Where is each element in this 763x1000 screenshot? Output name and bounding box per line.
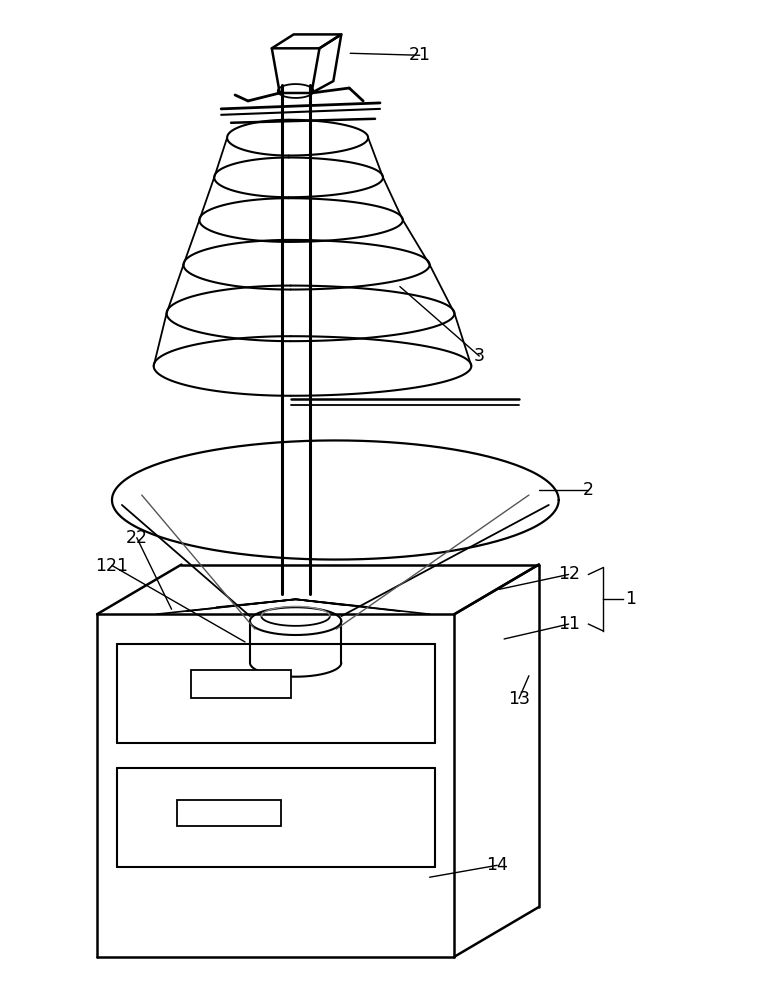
Text: 13: 13 <box>508 690 530 708</box>
Bar <box>192 670 291 698</box>
Text: 21: 21 <box>409 46 431 64</box>
Text: 22: 22 <box>126 529 148 547</box>
Text: 1: 1 <box>625 590 636 608</box>
Text: 121: 121 <box>95 557 128 575</box>
Text: 2: 2 <box>583 481 594 499</box>
Bar <box>176 800 281 826</box>
Text: 11: 11 <box>558 615 580 633</box>
Text: 14: 14 <box>486 856 508 874</box>
Text: 12: 12 <box>558 565 580 583</box>
Text: 3: 3 <box>474 347 485 365</box>
